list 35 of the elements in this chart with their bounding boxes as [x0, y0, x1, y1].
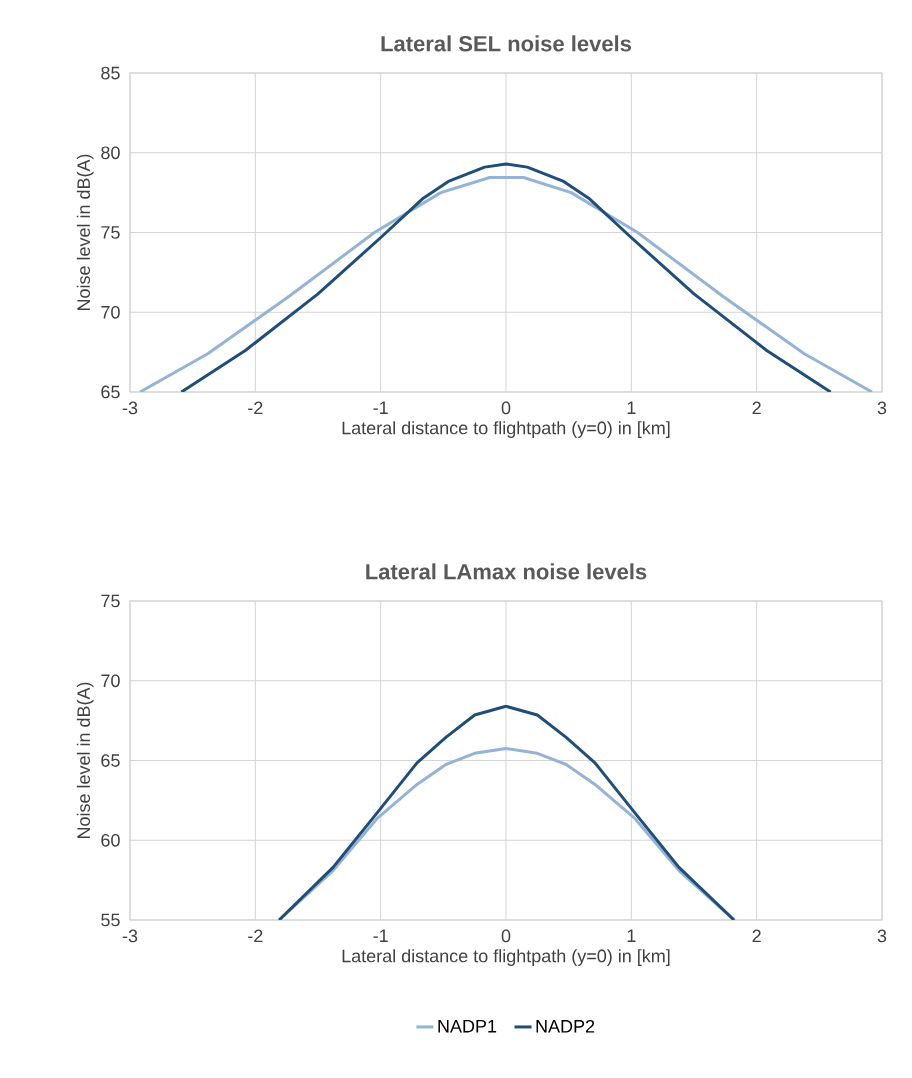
- y-tick-label: 85: [101, 66, 120, 80]
- x-tick-label: -2: [248, 401, 263, 415]
- chart-title: Lateral SEL noise levels: [381, 35, 632, 52]
- x-tick-label: 0: [501, 401, 511, 415]
- y-tick-label: 75: [101, 226, 120, 239]
- chart-title: Lateral LAmax noise levels: [366, 563, 647, 580]
- y-tick-label: 70: [101, 305, 120, 319]
- x-tick-label: 2: [752, 401, 761, 415]
- y-axis-title: Noise level in dB(A): [76, 682, 94, 839]
- x-tick-label: -3: [122, 401, 138, 415]
- line-series: [179, 162, 833, 393]
- x-axis-title: Lateral distance to flightpath (y=0) in [km]: [342, 421, 670, 438]
- legend-label: NADP1: [438, 1019, 497, 1033]
- line-series: [138, 175, 874, 393]
- y-tick-label: 55: [101, 913, 120, 927]
- x-tick-label: 1: [627, 929, 636, 942]
- y-tick-label: 80: [101, 146, 120, 160]
- y-tick-label: 75: [101, 594, 120, 608]
- y-axis-title: Noise level in dB(A): [76, 154, 94, 311]
- x-tick-label: -2: [248, 929, 263, 943]
- x-tick-label: 2: [752, 929, 761, 943]
- x-tick-label: 3: [877, 401, 887, 415]
- legend-label: NADP2: [536, 1019, 595, 1033]
- x-tick-label: -1: [373, 929, 388, 942]
- x-tick-label: 0: [501, 929, 511, 943]
- y-tick-label: 60: [101, 833, 120, 847]
- y-tick-label: 70: [101, 674, 120, 688]
- y-tick-label: 65: [101, 754, 120, 767]
- x-tick-label: -1: [373, 401, 388, 414]
- line-series: [277, 704, 736, 921]
- x-tick-label: 1: [627, 401, 636, 414]
- x-axis-title: Lateral distance to flightpath (y=0) in [km]: [342, 949, 670, 966]
- y-tick-label: 65: [101, 385, 120, 399]
- x-tick-label: 3: [877, 929, 887, 943]
- x-tick-label: -3: [122, 929, 138, 943]
